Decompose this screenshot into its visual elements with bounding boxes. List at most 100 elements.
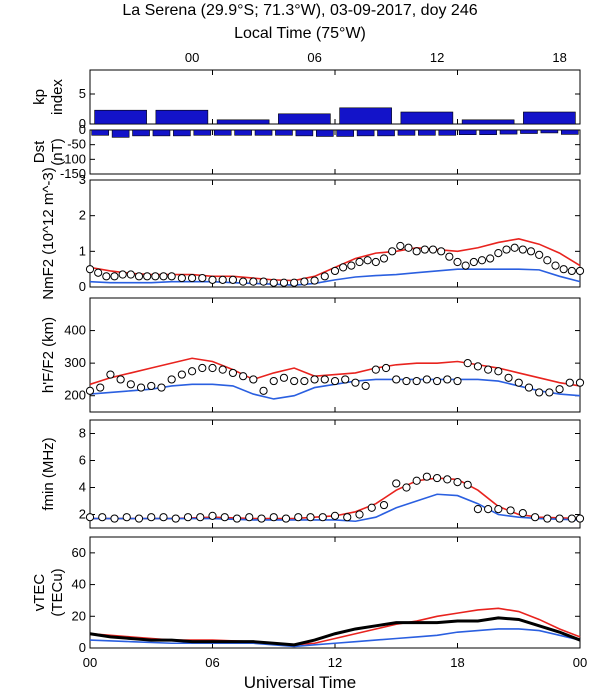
data-point xyxy=(290,376,299,386)
bar xyxy=(254,129,273,136)
data-point xyxy=(412,376,421,386)
data-point xyxy=(494,505,503,514)
data-point xyxy=(208,275,217,284)
data-point xyxy=(85,265,95,274)
data-point xyxy=(269,376,278,386)
top-tick-label: 00 xyxy=(185,50,199,65)
y-tick-label: 200 xyxy=(64,388,86,403)
panel-frame xyxy=(89,297,581,413)
data-point xyxy=(453,376,462,386)
y-tick-label: 6 xyxy=(79,453,86,468)
data-point xyxy=(85,386,95,395)
data-point xyxy=(196,513,205,522)
bar xyxy=(438,129,457,136)
bar xyxy=(523,111,576,125)
bar xyxy=(91,129,110,136)
data-point xyxy=(379,500,389,510)
data-point xyxy=(420,245,429,254)
bar xyxy=(520,129,538,134)
data-point xyxy=(367,503,376,512)
data-point xyxy=(347,261,356,270)
data-point xyxy=(279,373,289,382)
series-line-blue xyxy=(89,628,581,648)
data-point xyxy=(228,368,238,378)
data-point xyxy=(187,367,197,376)
bottom-tick-label: 00 xyxy=(83,655,97,670)
data-point xyxy=(445,252,454,261)
y-axis-label: Dst xyxy=(31,140,48,163)
bar xyxy=(216,119,270,125)
data-point xyxy=(506,506,515,515)
data-point xyxy=(443,475,452,484)
bar xyxy=(499,129,518,135)
y-tick-label: 0 xyxy=(79,279,86,294)
bar xyxy=(278,113,331,125)
data-point xyxy=(343,513,352,522)
data-point xyxy=(249,277,258,286)
panel-kp xyxy=(89,69,581,125)
top-axis-label: Local Time (75°W) xyxy=(234,25,366,42)
bar xyxy=(339,107,392,125)
y-tick-label: 300 xyxy=(64,355,86,370)
bar xyxy=(132,129,150,137)
data-point xyxy=(484,365,493,374)
y-tick-label: 20 xyxy=(72,608,86,623)
bar xyxy=(479,129,497,135)
data-point xyxy=(96,383,105,392)
data-point xyxy=(126,380,135,389)
data-point xyxy=(555,514,564,523)
y-tick-label: 2 xyxy=(79,507,86,522)
data-point xyxy=(567,514,576,523)
y-axis-label: h'F/F2 (km) xyxy=(40,317,57,393)
y-tick-label: 60 xyxy=(72,545,86,560)
data-point xyxy=(177,273,186,283)
bar xyxy=(155,109,209,125)
data-point xyxy=(85,513,95,522)
y-tick-label: 1 xyxy=(79,243,86,258)
data-point xyxy=(134,514,144,523)
data-point xyxy=(543,514,552,523)
data-point xyxy=(510,243,519,252)
data-point xyxy=(279,278,289,287)
data-point xyxy=(310,276,319,285)
data-point xyxy=(379,254,389,263)
bar xyxy=(458,129,477,135)
data-point xyxy=(306,513,315,522)
data-point xyxy=(110,272,119,281)
data-point xyxy=(134,272,144,281)
data-point xyxy=(157,383,166,392)
bottom-tick-label: 00 xyxy=(573,655,587,670)
data-point xyxy=(504,373,513,382)
data-point xyxy=(477,256,487,265)
data-point xyxy=(177,370,186,379)
bar xyxy=(377,129,395,137)
data-point xyxy=(300,376,309,386)
data-point xyxy=(147,513,156,522)
data-point xyxy=(524,383,534,392)
data-point xyxy=(473,505,483,514)
bar xyxy=(397,129,416,136)
data-point xyxy=(183,513,193,522)
y-tick-label: 3 xyxy=(79,172,86,187)
data-point xyxy=(320,272,329,281)
panel-fmin xyxy=(85,419,585,529)
y-axis-label: (TECu) xyxy=(49,568,66,616)
y-tick-label: 40 xyxy=(72,577,86,592)
bar xyxy=(461,119,515,125)
data-point xyxy=(494,249,503,258)
bar xyxy=(356,129,375,137)
y-tick-label: 2 xyxy=(79,208,86,223)
data-point xyxy=(559,265,568,274)
data-point xyxy=(535,388,544,397)
data-point xyxy=(159,513,168,522)
data-point xyxy=(102,272,111,281)
data-point xyxy=(555,385,564,394)
data-point xyxy=(281,514,291,523)
data-point xyxy=(259,386,268,395)
data-point xyxy=(412,476,421,485)
y-tick-label: 0 xyxy=(79,122,86,137)
data-point xyxy=(355,510,364,519)
bottom-tick-label: 18 xyxy=(450,655,464,670)
bar xyxy=(295,129,314,137)
